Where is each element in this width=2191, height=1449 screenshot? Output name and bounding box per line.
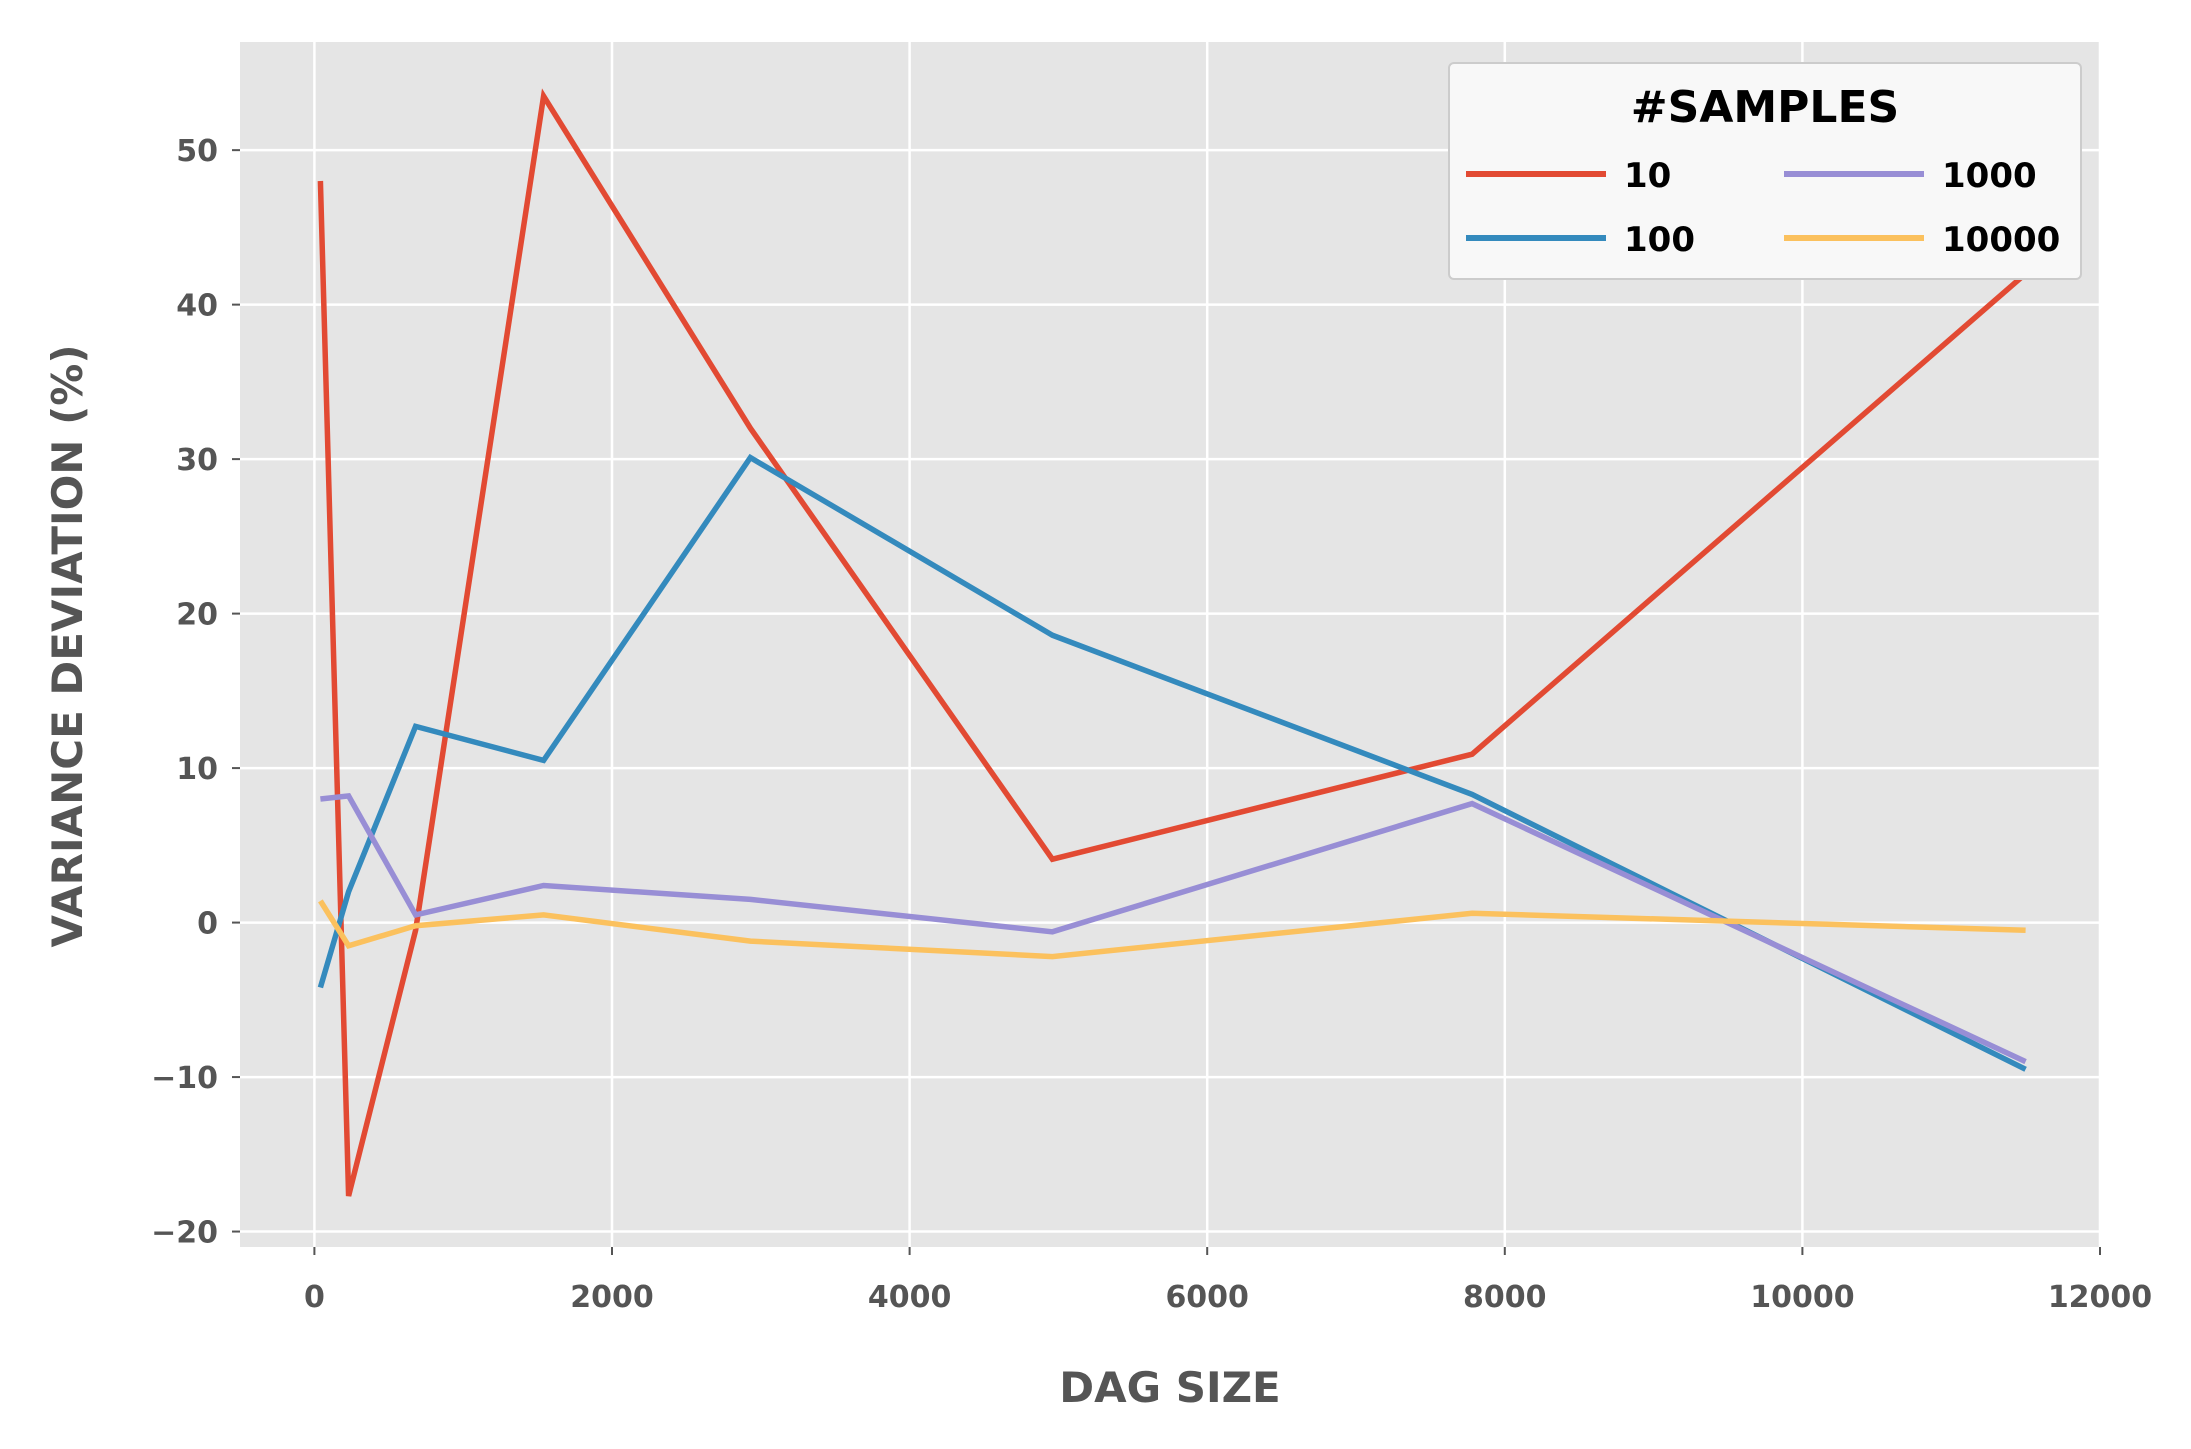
- x-tick-label: 0: [304, 1280, 325, 1315]
- x-axis-ticks: 0 2000 4000 6000 8000 10000 12000: [304, 1247, 2152, 1315]
- series-line-1000: [320, 792, 2027, 1065]
- x-tick-label: 4000: [868, 1280, 952, 1315]
- x-tick-label: 12000: [2048, 1280, 2152, 1315]
- y-tick-label: −20: [151, 1216, 218, 1251]
- y-tick-label: 50: [176, 134, 218, 169]
- legend-label-100: 100: [1624, 220, 1695, 260]
- series-line-100: [317, 453, 2027, 1072]
- x-tick-label: 10000: [1750, 1280, 1854, 1315]
- y-axis-title: VARIANCE DEVIATION (%): [43, 344, 92, 947]
- y-tick-label: 10: [176, 752, 218, 787]
- y-tick-label: 40: [176, 289, 218, 324]
- y-tick-label: −10: [151, 1061, 218, 1096]
- legend: #SAMPLES 10 100 1000 10000: [1448, 62, 2082, 280]
- x-axis-title: DAG SIZE: [1059, 1363, 1280, 1412]
- legend-label-1000: 1000: [1942, 156, 2037, 196]
- x-tick-label: 2000: [570, 1280, 654, 1315]
- x-tick-label: 6000: [1165, 1280, 1249, 1315]
- legend-box: [1448, 62, 2082, 280]
- y-tick-label: 30: [176, 443, 218, 478]
- y-tick-label: 0: [197, 907, 218, 942]
- legend-label-10: 10: [1624, 156, 1671, 196]
- series-line-10: [317, 88, 2028, 1197]
- series-lines: [317, 88, 2028, 1197]
- series-line-10000: [318, 899, 2026, 960]
- legend-title: #SAMPLES: [1631, 82, 1899, 133]
- legend-items: 10 100 1000 10000: [1466, 156, 2060, 260]
- legend-label-10000: 10000: [1942, 220, 2060, 260]
- y-tick-label: 20: [176, 598, 218, 633]
- y-axis-ticks: −20 −10 0 10 20 30 40 50: [151, 134, 240, 1251]
- x-tick-label: 8000: [1463, 1280, 1547, 1315]
